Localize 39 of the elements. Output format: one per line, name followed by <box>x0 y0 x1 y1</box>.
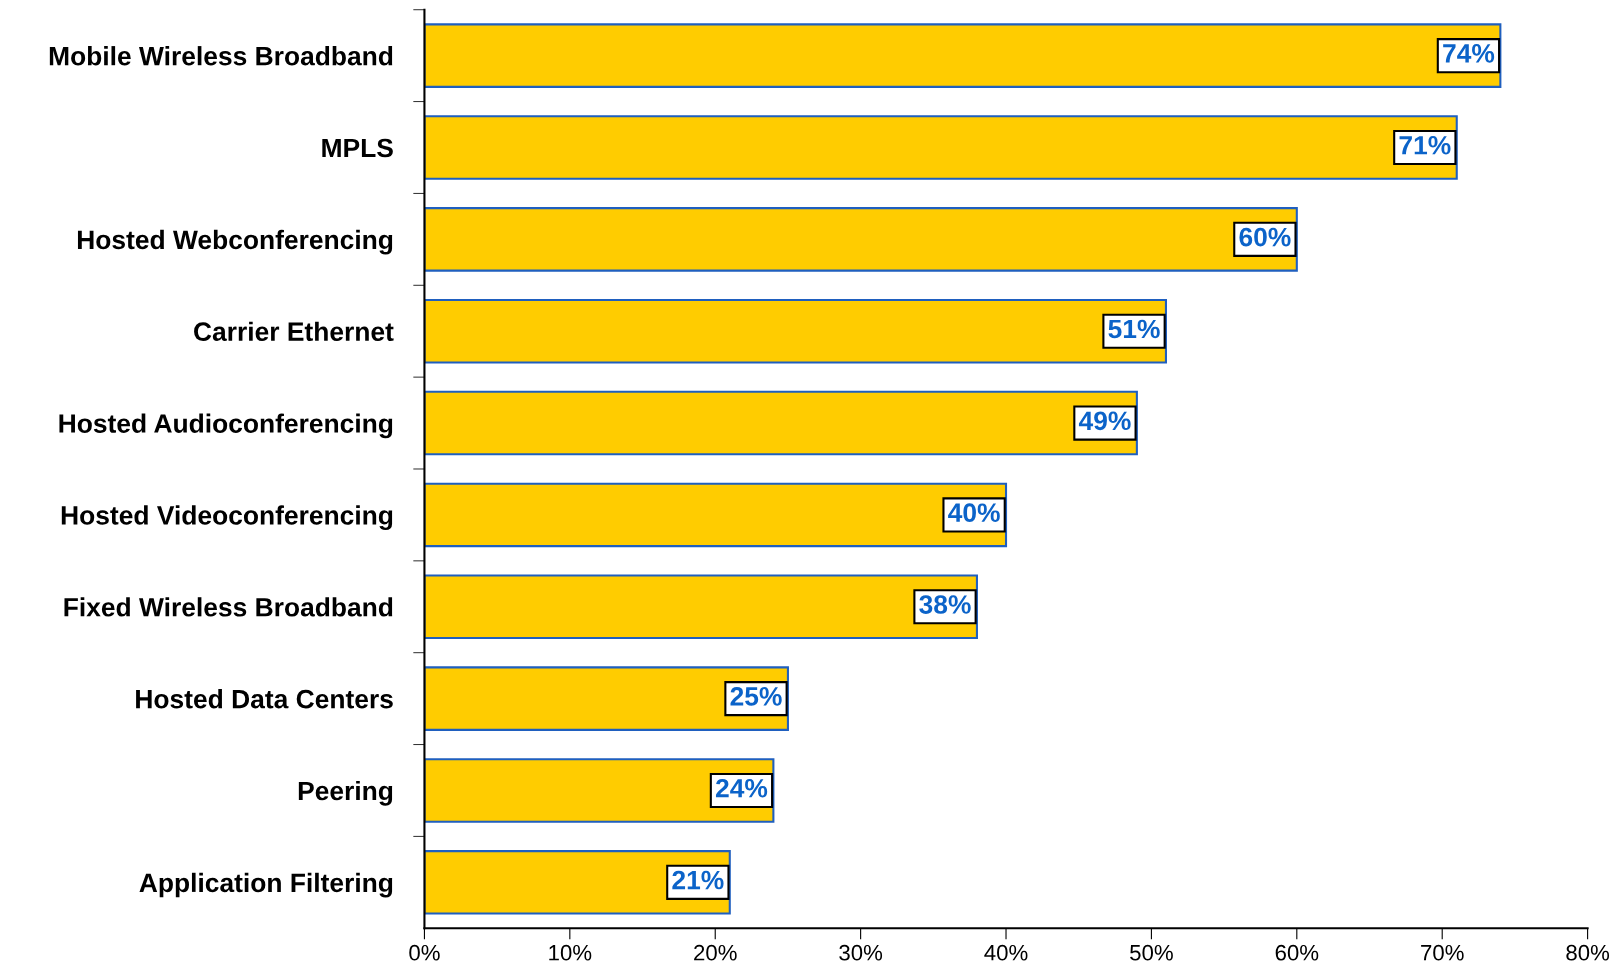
bar <box>424 298 1167 364</box>
y-tick-label: Application Filtering <box>139 872 393 898</box>
y-tick-label: Peering <box>298 780 393 806</box>
bar <box>424 482 1008 548</box>
x-tick-label: 70% <box>1421 944 1464 961</box>
x-tick-label: 20% <box>694 944 737 961</box>
x-tick-label: 40% <box>984 944 1028 961</box>
data-label: 25% <box>730 687 782 706</box>
x-tick-label: 50% <box>1130 944 1173 961</box>
y-tick-label: Hosted Videoconferencing <box>61 505 393 531</box>
bar <box>424 115 1458 180</box>
x-tick-label: 60% <box>1275 944 1319 961</box>
y-tick-label: MPLS <box>322 138 393 158</box>
y-tick-label: Hosted Data Centers <box>136 689 393 709</box>
bar <box>424 207 1298 272</box>
data-label: 71% <box>1399 135 1451 155</box>
bar <box>424 574 978 640</box>
bar <box>424 666 789 731</box>
data-label: 49% <box>1078 411 1131 431</box>
y-tick-label: Fixed Wireless Broadband <box>64 597 393 617</box>
bar <box>424 758 775 823</box>
data-label: 38% <box>919 595 971 614</box>
x-tick-label: 0% <box>409 944 440 961</box>
data-label: 74% <box>1443 44 1495 63</box>
data-label: 24% <box>715 778 768 798</box>
y-tick-label: Hosted Audioconferencing <box>59 413 393 439</box>
bar <box>424 850 731 915</box>
data-label: 21% <box>672 870 724 890</box>
y-tick-label: Carrier Ethernet <box>194 321 394 342</box>
bar <box>424 390 1138 456</box>
y-tick-label: Hosted Webconferencing <box>77 229 393 255</box>
bar <box>424 23 1502 88</box>
y-tick-label: Mobile Wireless Broadband <box>49 46 393 66</box>
x-tick-label: 80% <box>1566 944 1610 961</box>
data-label: 51% <box>1108 319 1160 339</box>
x-tick-label: 30% <box>839 944 883 961</box>
data-label: 60% <box>1239 227 1291 247</box>
data-label: 40% <box>948 503 1000 522</box>
x-tick-label: 10% <box>549 944 592 961</box>
